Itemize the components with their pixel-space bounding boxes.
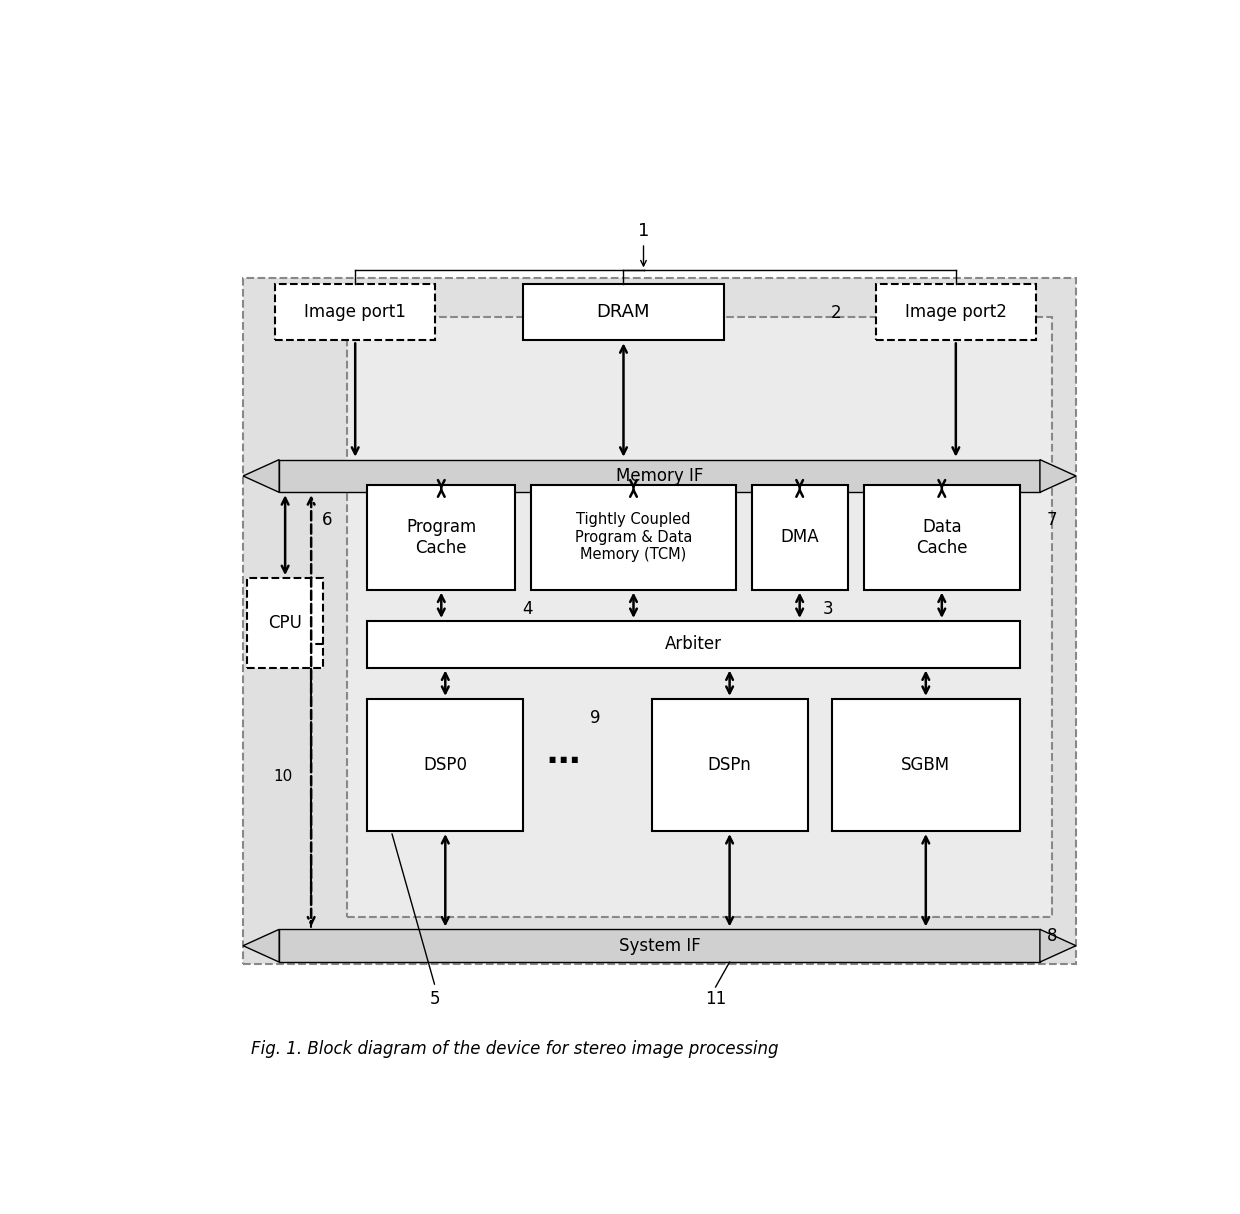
Text: System IF: System IF (619, 937, 701, 954)
Bar (347, 317, 1052, 917)
FancyArrow shape (1040, 930, 1076, 961)
FancyArrow shape (1040, 460, 1076, 493)
Text: 8: 8 (1047, 927, 1058, 946)
Bar (243, 278, 1076, 964)
Bar (367, 620, 1019, 668)
Text: Tightly Coupled
Program & Data
Memory (TCM): Tightly Coupled Program & Data Memory (T… (575, 512, 692, 562)
Text: Program
Cache: Program Cache (407, 517, 476, 556)
Bar (532, 484, 735, 590)
Bar (864, 484, 1019, 590)
Text: DMA: DMA (780, 528, 818, 546)
Bar (275, 284, 435, 340)
Bar (651, 699, 807, 832)
Text: 6: 6 (322, 511, 332, 528)
Text: 1: 1 (637, 222, 650, 240)
Text: DSP0: DSP0 (423, 756, 467, 775)
Text: Image port2: Image port2 (905, 304, 1007, 322)
Text: Data
Cache: Data Cache (916, 517, 967, 556)
Text: 7: 7 (1047, 511, 1058, 528)
Text: SGBM: SGBM (901, 756, 950, 775)
Text: 11: 11 (706, 989, 727, 1008)
Bar (523, 284, 724, 340)
Text: ⋯: ⋯ (547, 744, 580, 778)
Bar (751, 484, 848, 590)
Bar (247, 578, 324, 668)
Text: Image port1: Image port1 (304, 304, 407, 322)
Bar (875, 284, 1035, 340)
Text: 10: 10 (274, 770, 293, 784)
Text: CPU: CPU (268, 614, 303, 631)
Bar (832, 699, 1019, 832)
Text: 3: 3 (822, 600, 833, 618)
Text: 2: 2 (831, 305, 841, 322)
Bar (367, 699, 523, 832)
Text: Arbiter: Arbiter (665, 635, 722, 653)
Text: 9: 9 (590, 709, 600, 727)
Text: 4: 4 (522, 600, 533, 618)
Text: Fig. 1. Block diagram of the device for stereo image processing: Fig. 1. Block diagram of the device for … (250, 1040, 779, 1059)
Bar (367, 484, 516, 590)
Text: 5: 5 (430, 989, 440, 1008)
Text: DSPn: DSPn (708, 756, 751, 775)
FancyArrow shape (243, 930, 279, 961)
FancyArrow shape (243, 460, 279, 493)
Bar (279, 930, 1040, 961)
Text: DRAM: DRAM (596, 304, 650, 322)
Text: Memory IF: Memory IF (616, 467, 703, 484)
Bar (279, 460, 1040, 493)
